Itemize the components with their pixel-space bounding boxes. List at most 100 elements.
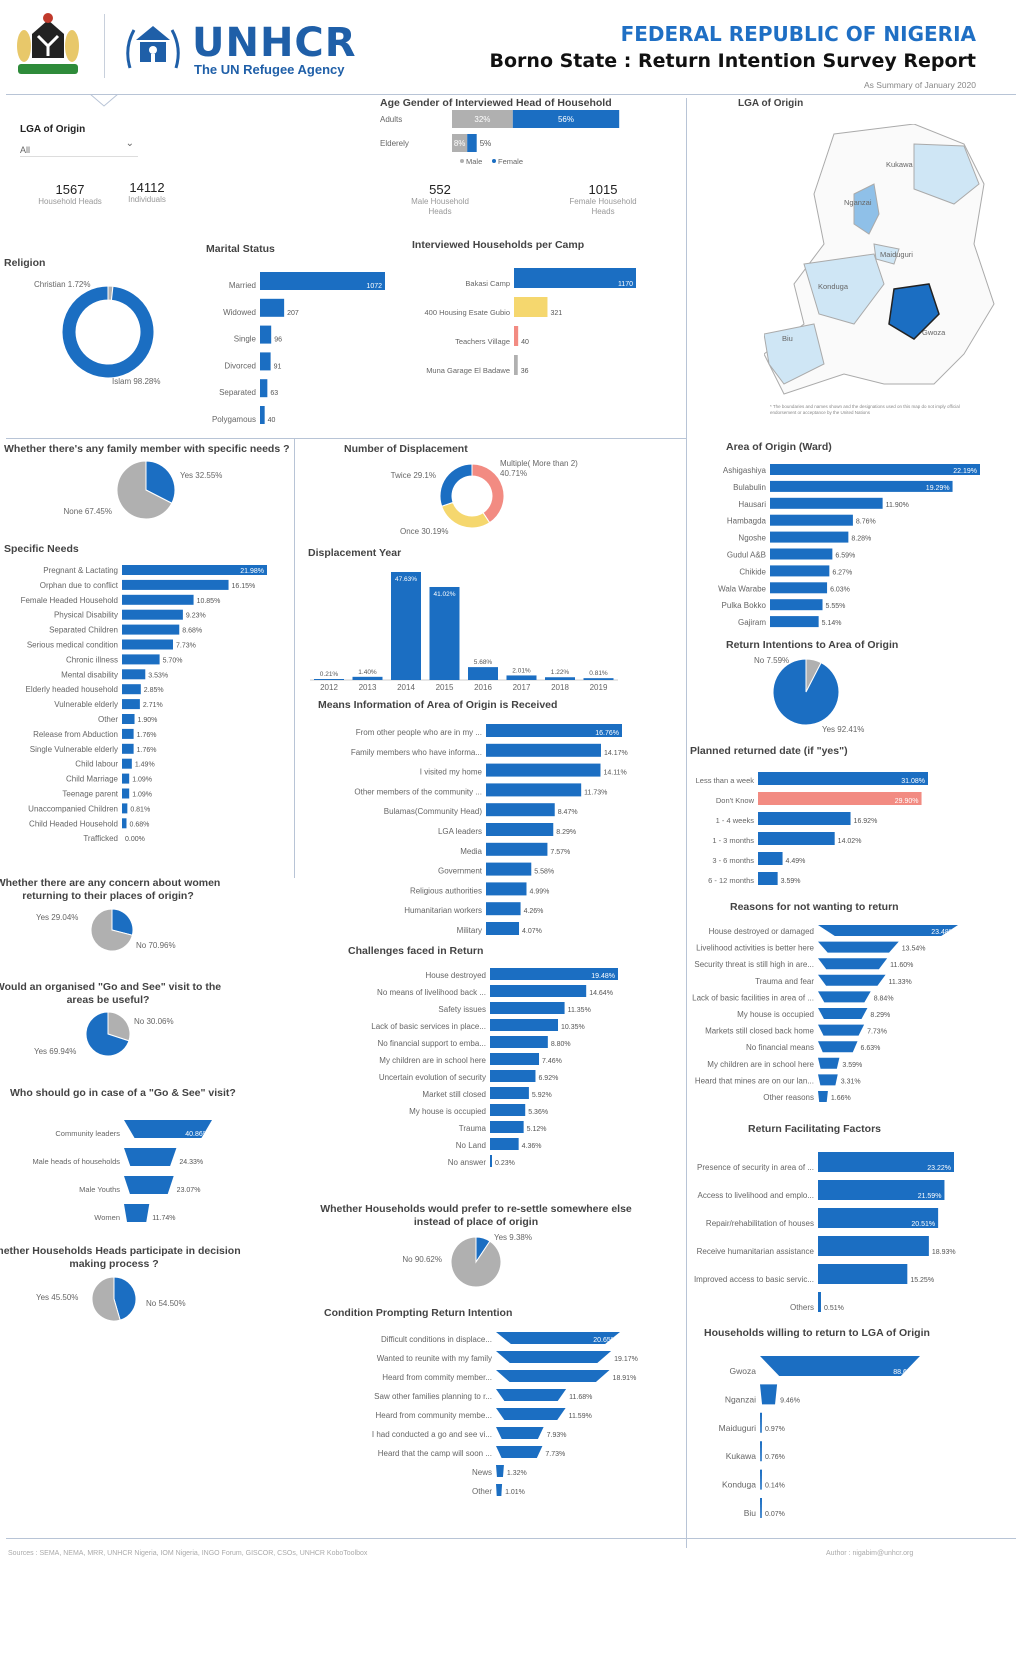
bar [490, 1104, 526, 1116]
data-label: 1.40% [358, 669, 377, 676]
bar [352, 676, 383, 680]
data-label: 56% [558, 115, 574, 124]
bar [512, 110, 620, 128]
condition-prompting-return-chart: Condition Prompting Return Intention Diff… [324, 1307, 638, 1496]
bar-label: From other people who are in my ... [356, 728, 482, 737]
bar [486, 763, 601, 777]
bar [122, 639, 173, 650]
bar [452, 110, 513, 128]
data-label: 8.80% [551, 1041, 571, 1048]
bar-label: Don't Know [716, 796, 755, 805]
bar [467, 134, 477, 152]
bar [122, 594, 194, 605]
data-label: 40 [521, 339, 529, 346]
data-label: 7.57% [550, 849, 570, 856]
data-label: 5.92% [532, 1092, 552, 1099]
tick-label: 2014 [397, 683, 415, 692]
bar [486, 783, 582, 797]
bar [122, 654, 160, 665]
specific-needs-pie-chart: Whether there's any family member with s… [4, 443, 290, 520]
bar [770, 464, 980, 475]
bar [486, 823, 554, 836]
bar-label: Other members of the community ... [354, 787, 482, 796]
bar [496, 1408, 566, 1420]
data-label: 0.51% [824, 1305, 844, 1312]
bar [545, 677, 575, 680]
data-label: 1.09% [132, 777, 152, 784]
bar-label: Muna Garage El Badawe [426, 366, 510, 375]
map-label-konduga: Konduga [818, 282, 849, 291]
bar-label: Biu [744, 1508, 757, 1518]
bar [758, 792, 922, 805]
data-label: 14.64% [589, 990, 613, 997]
pie-slice [91, 1276, 121, 1322]
pie-slice [450, 1236, 502, 1288]
slice-label: No 30.06% [134, 1017, 174, 1026]
lga-filter-dropdown[interactable]: All ⌄ [20, 138, 138, 157]
slice-label: No 90.62% [402, 1255, 442, 1264]
bar-label: House destroyed or damaged [709, 927, 814, 936]
bar-label: House destroyed [426, 971, 486, 980]
bar-label: 6 - 12 months [708, 876, 754, 885]
bar [506, 675, 537, 680]
data-label: 9.23% [186, 613, 206, 620]
bar-label: Receive humanitarian assistance [697, 1247, 815, 1256]
bar-label: Government [438, 867, 483, 876]
bar [486, 862, 532, 876]
bar-label: Pulka Bokko [722, 601, 767, 610]
bar-label: 1 - 3 months [712, 836, 754, 845]
bar [260, 272, 385, 290]
bar-label: Adults [380, 115, 402, 124]
bar [122, 565, 267, 575]
bar-label: Elderely [380, 139, 409, 148]
map-title: LGA of Origin [738, 98, 804, 109]
data-label: 11.68% [569, 1394, 592, 1401]
bar-label: Teachers Village [455, 337, 510, 346]
bar [818, 1236, 929, 1256]
bar [486, 882, 527, 896]
borno-map[interactable] [764, 124, 1004, 424]
data-label: 6.03% [830, 586, 850, 593]
data-label: 32% [474, 115, 490, 124]
bar-label: News [472, 1468, 492, 1477]
bar [770, 616, 819, 628]
map-maiduguri [873, 243, 900, 265]
tick-label: 2018 [551, 683, 569, 692]
bar-label: Lack of basic services in place... [371, 1022, 486, 1031]
data-label: 23.22% [927, 1165, 951, 1172]
bar [818, 958, 888, 970]
bar [758, 832, 835, 845]
data-label: 7.93% [547, 1432, 567, 1439]
chart-title: Religion [4, 257, 45, 269]
bar-label: Polygamous [212, 415, 256, 424]
bar [760, 1498, 762, 1518]
pie-slice [439, 463, 473, 507]
bar [490, 968, 618, 980]
decision-making-chart: Whether Households Heads participate in … [0, 1245, 241, 1322]
resettle-preference-chart: Whether Households would prefer to re-se… [320, 1203, 632, 1288]
data-label: 7.73% [545, 1451, 565, 1458]
pie-slice [116, 460, 173, 520]
pie-slice [772, 658, 840, 726]
slice-label: 40.71% [500, 469, 527, 478]
data-label: 19.29% [926, 485, 950, 492]
bar-label: Divorced [224, 361, 256, 370]
bar-label: Mental disability [61, 670, 118, 679]
planned-return-date-chart: Planned returned date (if "yes") Less tha… [690, 745, 928, 885]
data-label: 5.14% [822, 620, 842, 627]
bar-label: Difficult conditions in displace... [381, 1335, 492, 1344]
bar [496, 1446, 543, 1458]
data-label: 7.73% [867, 1029, 887, 1036]
bar-label: Other [98, 715, 118, 724]
bar-label: Other reasons [763, 1093, 814, 1102]
pie-slice [85, 1011, 130, 1057]
bar-label: Chikide [739, 567, 766, 576]
data-label: 1.01% [505, 1489, 525, 1496]
pie-slice [90, 908, 133, 952]
bar-label: Nganzai [725, 1394, 756, 1404]
bar [818, 1074, 838, 1086]
bar-label: Separated Children [49, 626, 118, 635]
chart-title: Condition Prompting Return Intention [324, 1307, 512, 1319]
data-label: 11.35% [568, 1007, 591, 1014]
bar-label: Family members who have informa... [351, 748, 482, 757]
